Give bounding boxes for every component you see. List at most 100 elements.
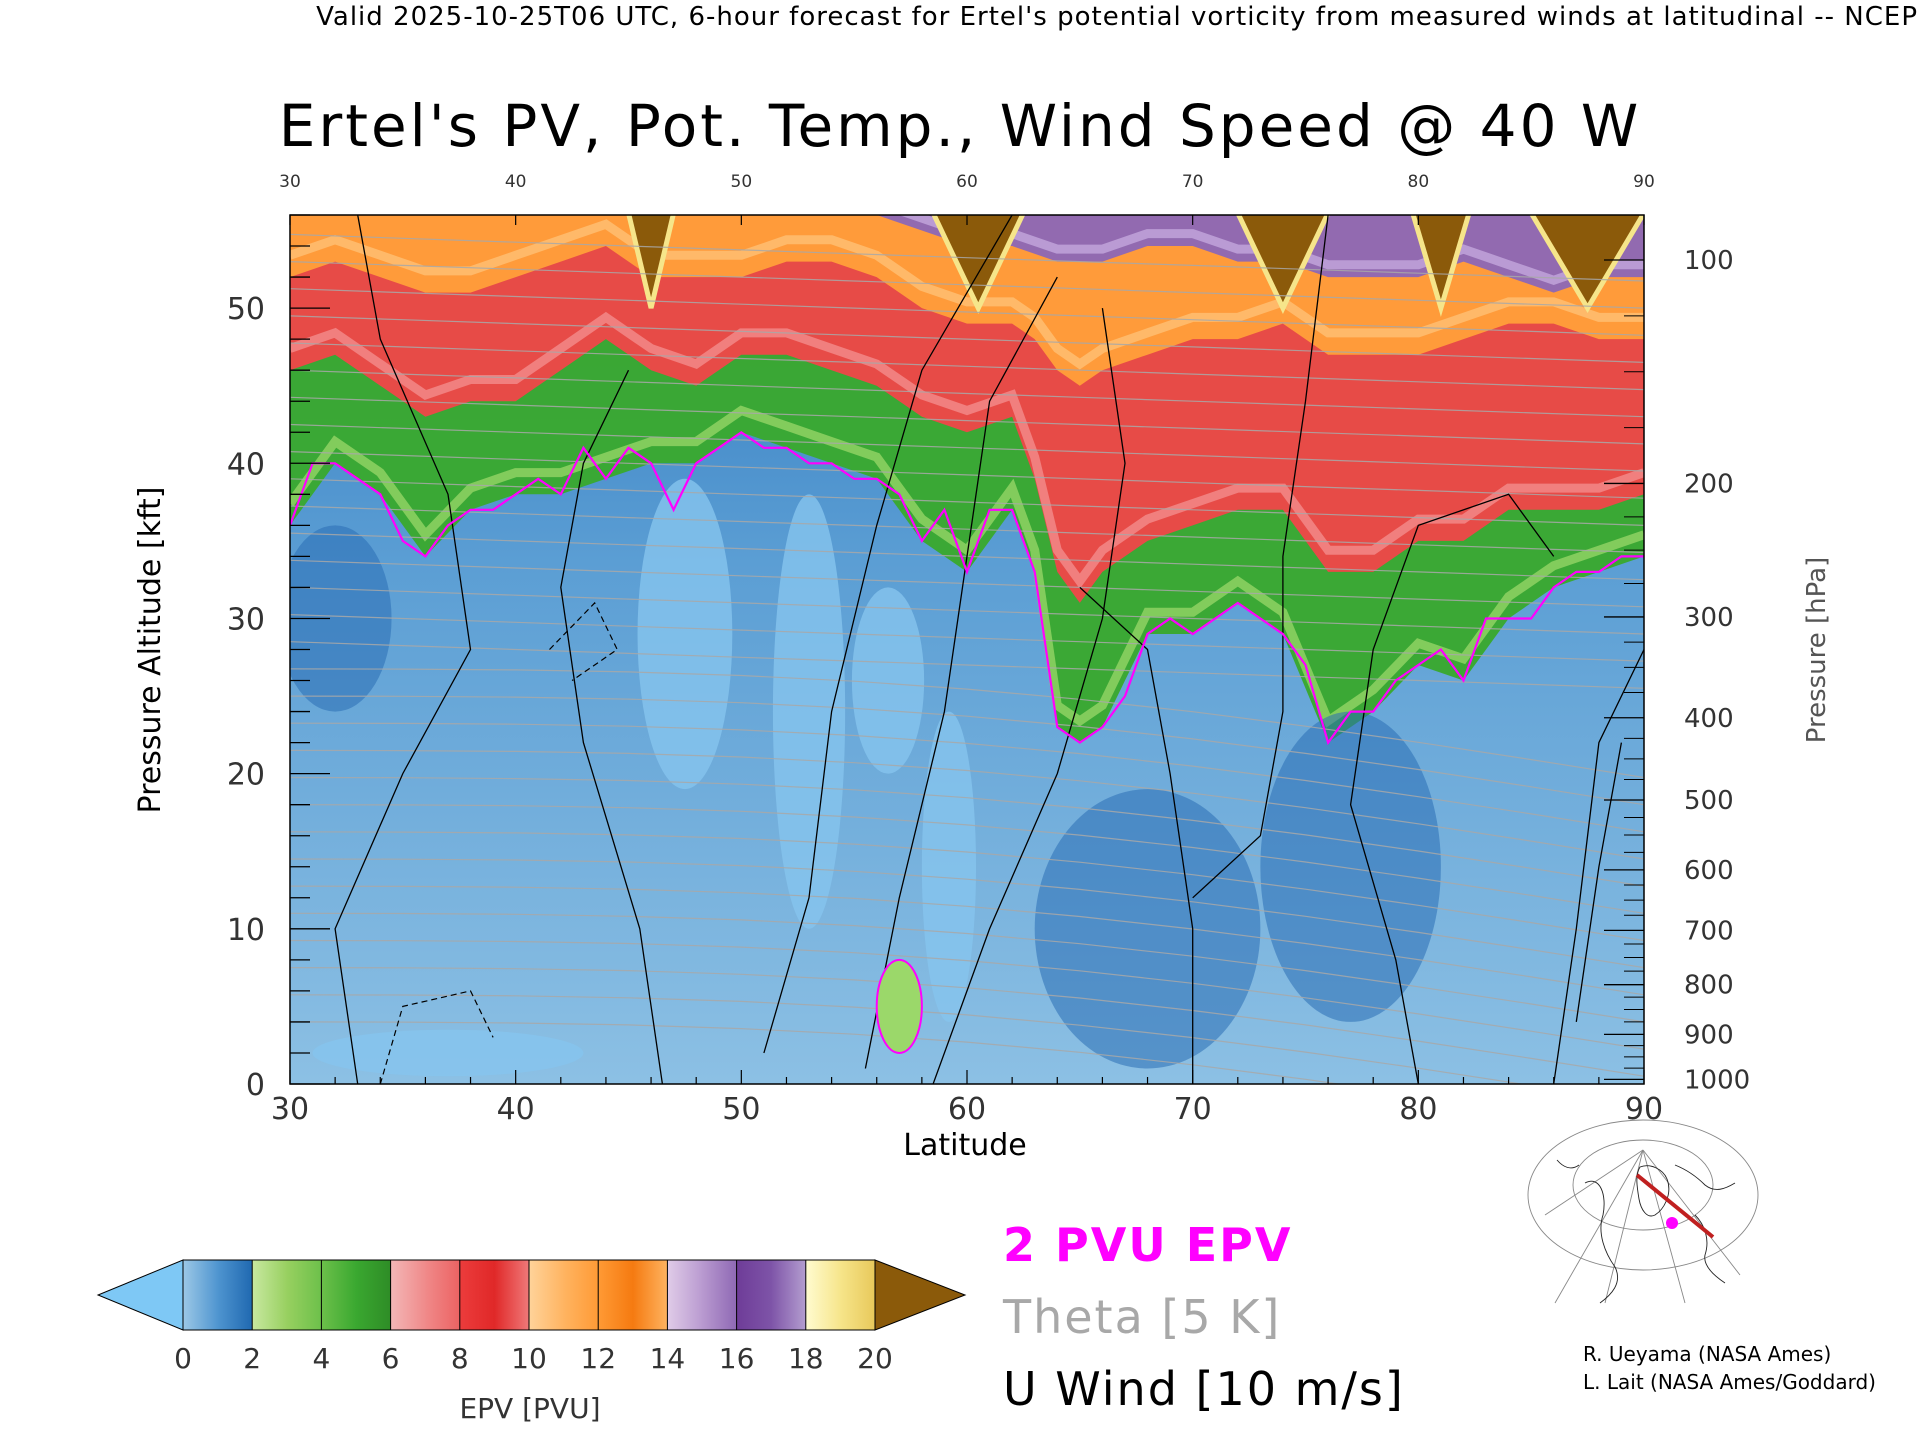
theta-contour-line bbox=[290, 586, 1644, 635]
colorbar-bin bbox=[805, 1260, 841, 1330]
colorbar-bin bbox=[702, 1260, 738, 1330]
u-wind-contour-line bbox=[1349, 493, 1555, 1084]
chart-title: Ertel's PV, Pot. Temp., Wind Speed @ 40 … bbox=[278, 92, 1642, 160]
colorbar-bin bbox=[321, 1260, 357, 1330]
x-tick-label: 90 bbox=[1625, 1092, 1663, 1127]
u-wind-contour-line bbox=[560, 369, 664, 1084]
colorbar-bin bbox=[425, 1260, 461, 1330]
theta-contour-line bbox=[290, 967, 1644, 1077]
pressure-tick-label: 100 bbox=[1684, 246, 1734, 276]
theta-contour-line bbox=[290, 939, 1644, 1050]
legend-u-wind: U Wind [10 m/s] bbox=[1003, 1362, 1405, 1416]
pressure-tick-label: 900 bbox=[1684, 1020, 1734, 1050]
pv-band-10 bbox=[290, 219, 1644, 370]
pv-high-tip bbox=[1410, 215, 1472, 317]
pv-pocket bbox=[312, 1029, 584, 1077]
locator-map bbox=[1527, 1119, 1759, 1304]
right-axis: 100 200 300 400 500 600 700 800 900 1000 bbox=[1604, 246, 1750, 1095]
theta-contour-line bbox=[290, 804, 1644, 914]
colorbar-bin bbox=[667, 1260, 703, 1330]
theta-contour-line bbox=[290, 451, 1644, 499]
colorbar-bin bbox=[840, 1260, 876, 1330]
theta-contour-line bbox=[290, 912, 1644, 1023]
top-tick-label: 50 bbox=[731, 172, 753, 192]
pressure-tick-label: 500 bbox=[1684, 786, 1734, 816]
bottom-axis: 30 40 50 60 70 80 90 bbox=[271, 1070, 1663, 1127]
x-tick-label: 50 bbox=[722, 1092, 760, 1127]
y-tick-label: 40 bbox=[227, 447, 265, 482]
pv-band-14 bbox=[898, 215, 1644, 285]
legend-pv-contour: 2 PVU EPV bbox=[1003, 1218, 1293, 1272]
pressure-tick-label: 700 bbox=[1684, 916, 1734, 946]
x-tick-label: 60 bbox=[948, 1092, 986, 1127]
colorbar-tick-label: 2 bbox=[243, 1342, 261, 1375]
x-tick-label: 70 bbox=[1174, 1092, 1212, 1127]
pv-2pvu-contour-group bbox=[290, 430, 1644, 1054]
colorbar-tick-label: 14 bbox=[650, 1342, 686, 1375]
colorbar-label: EPV [PVU] bbox=[459, 1392, 600, 1425]
colorbar-bin bbox=[217, 1260, 253, 1330]
colorbar-tick-label: 20 bbox=[857, 1342, 893, 1375]
theta-contour-line bbox=[290, 641, 1644, 689]
theta-contour-line bbox=[290, 423, 1644, 472]
pressure-tick-label: 300 bbox=[1684, 603, 1734, 633]
colorbar-bin bbox=[494, 1260, 530, 1330]
theta-contour-line bbox=[290, 994, 1526, 1084]
x-tick-label: 30 bbox=[271, 1092, 309, 1127]
colorbar-tick-label: 8 bbox=[451, 1342, 469, 1375]
theta-contour-line bbox=[290, 858, 1644, 969]
pv-pocket bbox=[851, 587, 925, 774]
credit-line-1: R. Ueyama (NASA Ames) bbox=[1583, 1342, 1832, 1366]
theta-contour-line bbox=[290, 233, 1644, 282]
theta-contour-line bbox=[290, 831, 1644, 942]
y-axis-label-left: Pressure Altitude [kft] bbox=[133, 487, 168, 814]
u-wind-negative-contour bbox=[549, 601, 618, 681]
x-axis-label: Latitude bbox=[903, 1128, 1026, 1163]
theta-contour-line bbox=[290, 885, 1644, 996]
theta-contour-line bbox=[290, 614, 1644, 662]
theta-contour-line bbox=[290, 695, 1644, 806]
u-wind-contour-line bbox=[1575, 742, 1623, 1022]
top-tick-label: 70 bbox=[1182, 172, 1204, 192]
credit-line-2: L. Lait (NASA Ames/Goddard) bbox=[1583, 1370, 1876, 1394]
colorbar-tick-label: 18 bbox=[788, 1342, 824, 1375]
top-tick-label: 90 bbox=[1633, 172, 1655, 192]
theta-contour-line bbox=[290, 749, 1644, 860]
theta-contour-line bbox=[290, 776, 1644, 887]
x-tick-label: 80 bbox=[1399, 1092, 1437, 1127]
colorbar-bin bbox=[286, 1260, 322, 1330]
colorbar-over-arrow bbox=[874, 1259, 967, 1331]
top-tick-label: 40 bbox=[505, 172, 527, 192]
colorbar-tick-label: 16 bbox=[719, 1342, 755, 1375]
pv-pocket bbox=[921, 711, 977, 1022]
colorbar-bin bbox=[563, 1260, 599, 1330]
pv-dark-zone bbox=[1260, 711, 1441, 1022]
pv-high-tip bbox=[931, 215, 1026, 314]
colorbar-tick-label: 6 bbox=[382, 1342, 400, 1375]
colorbar-bin bbox=[390, 1260, 426, 1330]
colorbar-tick-label: 12 bbox=[580, 1342, 616, 1375]
u-wind-contour-line bbox=[1079, 586, 1194, 1084]
colorbar-bin bbox=[598, 1260, 634, 1330]
pv-2pvu-contour bbox=[290, 430, 1644, 746]
pv-band-2 bbox=[290, 405, 1644, 728]
pv-pocket bbox=[772, 494, 846, 929]
x-tick-label: 40 bbox=[497, 1092, 535, 1127]
colorbar-bin bbox=[771, 1260, 807, 1330]
theta-contour-line bbox=[290, 668, 1644, 779]
theta-contour-line bbox=[290, 722, 1644, 833]
pv-high-tip bbox=[626, 215, 676, 309]
pv-colorbar: 0 2 4 6 8 10 12 14 16 18 20 bbox=[96, 1259, 967, 1375]
y-tick-label: 20 bbox=[227, 758, 265, 793]
colorbar-bin bbox=[529, 1260, 565, 1330]
theta-contour-line bbox=[290, 1021, 1343, 1084]
theta-contour-line bbox=[290, 288, 1644, 336]
theta-contour-line bbox=[290, 559, 1644, 608]
y-tick-label: 30 bbox=[227, 602, 265, 637]
u-wind-contour-line bbox=[334, 215, 472, 1084]
colorbar-bin bbox=[632, 1260, 668, 1330]
u-wind-contours bbox=[334, 215, 1644, 1084]
theta-contour-line bbox=[290, 396, 1644, 445]
u-wind-contour-line bbox=[932, 308, 1126, 1084]
